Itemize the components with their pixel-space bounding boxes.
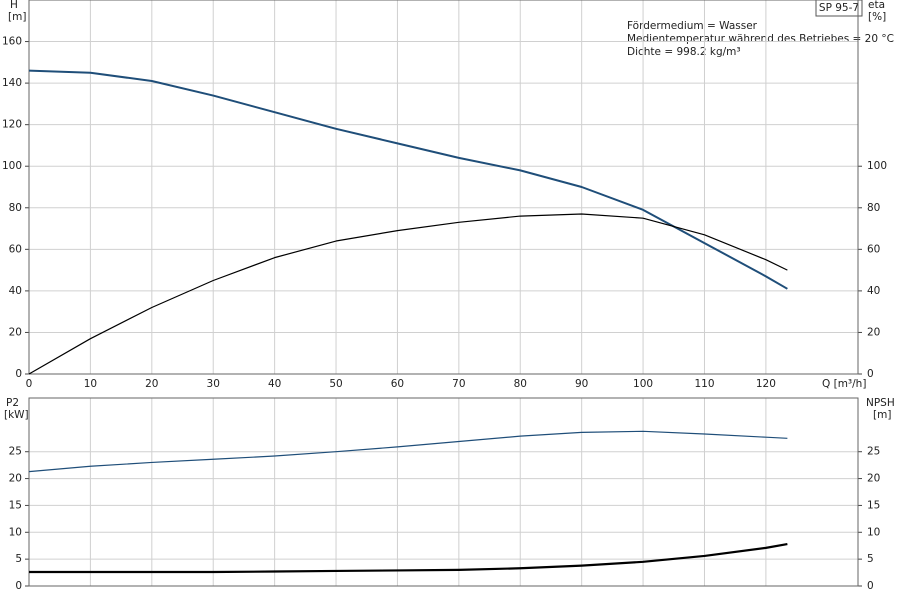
info-box — [815, 0, 863, 17]
annotation: Fördermedium = Wasser — [627, 20, 758, 32]
x-tick-label: 60 — [391, 378, 404, 390]
y-tick-label: 40 — [9, 285, 22, 297]
x-tick-label: 10 — [84, 378, 97, 390]
x-tick-label: 20 — [145, 378, 158, 390]
annotation: Medientemperatur während des Betriebes =… — [627, 33, 894, 45]
y-tick-label: 10 — [9, 526, 22, 538]
y-tick-label: 160 — [2, 36, 22, 48]
y-tick-label: 60 — [9, 243, 22, 255]
x-tick-label: 0 — [26, 378, 33, 390]
x-tick-label: 30 — [207, 378, 220, 390]
y2-tick-label: 0 — [867, 580, 874, 592]
y2-tick-label: 0 — [867, 368, 874, 380]
y2-unit: [m] — [873, 409, 891, 421]
y-label: P2 — [6, 397, 19, 409]
series-line — [28, 430, 788, 473]
y2-label: eta — [868, 0, 885, 11]
y-tick-label: 5 — [15, 553, 22, 565]
y2-unit: [%] — [868, 11, 886, 23]
plot-frame — [28, 0, 859, 375]
x-tick-label: 110 — [694, 378, 714, 390]
x-tick-label: 100 — [633, 378, 653, 390]
series-line — [28, 69, 788, 290]
y-tick-label: 0 — [15, 580, 22, 592]
y-tick-label: 20 — [9, 326, 22, 338]
y2-label: NPSH — [866, 397, 895, 409]
y-unit: [kW] — [4, 409, 29, 421]
x-label: Q [m³/h] — [822, 378, 866, 390]
x-tick-label: 50 — [329, 378, 342, 390]
y2-tick-label: 60 — [867, 243, 880, 255]
x-tick-label: 70 — [452, 378, 465, 390]
y-unit: [m] — [8, 11, 26, 23]
y2-tick-label: 25 — [867, 446, 880, 458]
y-tick-label: 20 — [9, 473, 22, 485]
y2-tick-label: 5 — [867, 553, 874, 565]
y2-tick-label: 100 — [867, 160, 887, 172]
y2-tick-label: 20 — [867, 473, 880, 485]
y2-tick-label: 40 — [867, 285, 880, 297]
plot-frame — [28, 397, 859, 587]
annotation: Dichte = 998.2 kg/m³ — [627, 46, 741, 58]
y2-tick-label: 80 — [867, 202, 880, 214]
y-tick-label: 0 — [15, 368, 22, 380]
x-tick-label: 80 — [514, 378, 527, 390]
y-tick-label: 15 — [9, 499, 22, 511]
series-line — [29, 543, 788, 574]
x-tick-label: 120 — [756, 378, 776, 390]
y-tick-label: 80 — [9, 202, 22, 214]
series-line — [28, 213, 788, 375]
y2-tick-label: 20 — [867, 326, 880, 338]
info-box-text: SP 95-7 — [819, 2, 859, 14]
y2-tick-label: 10 — [867, 526, 880, 538]
y2-tick-label: 15 — [867, 499, 880, 511]
x-tick-label: 40 — [268, 378, 281, 390]
y-tick-label: 140 — [2, 77, 22, 89]
y-tick-label: 120 — [2, 119, 22, 131]
y-label: H — [10, 0, 18, 11]
x-tick-label: 90 — [575, 378, 588, 390]
y-tick-label: 25 — [9, 446, 22, 458]
y-tick-label: 100 — [2, 160, 22, 172]
